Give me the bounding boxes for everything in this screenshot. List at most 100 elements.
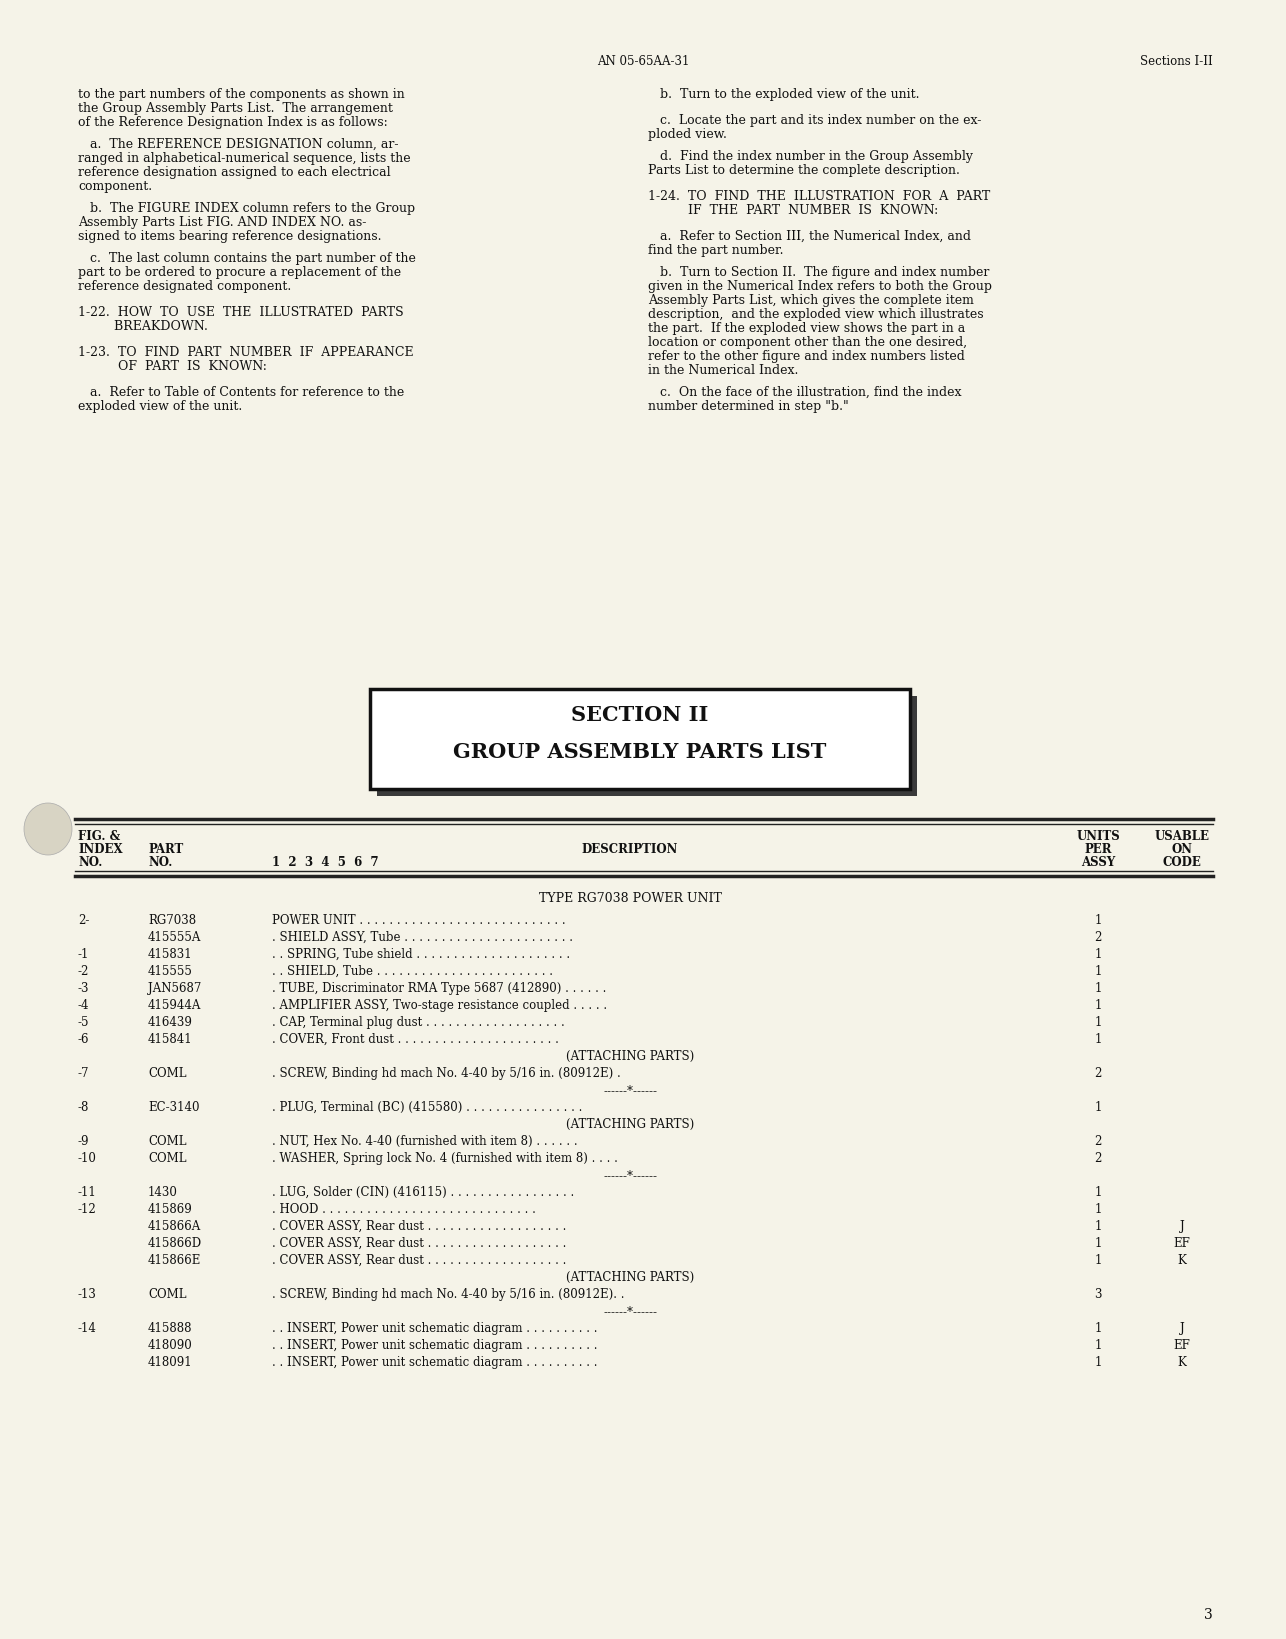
Text: . COVER ASSY, Rear dust . . . . . . . . . . . . . . . . . . .: . COVER ASSY, Rear dust . . . . . . . . … (273, 1219, 566, 1233)
Text: . SCREW, Binding hd mach No. 4-40 by 5/16 in. (80912E) .: . SCREW, Binding hd mach No. 4-40 by 5/1… (273, 1067, 621, 1080)
Bar (377, 697, 917, 797)
Text: ranged in alphabetical-numerical sequence, lists the: ranged in alphabetical-numerical sequenc… (78, 152, 410, 166)
Text: 415944A: 415944A (148, 998, 202, 1011)
Text: Sections I-II: Sections I-II (1141, 56, 1213, 67)
Text: OF  PART  IS  KNOWN:: OF PART IS KNOWN: (78, 361, 267, 372)
Text: . HOOD . . . . . . . . . . . . . . . . . . . . . . . . . . . . .: . HOOD . . . . . . . . . . . . . . . . .… (273, 1203, 536, 1214)
Text: EF: EF (1174, 1236, 1191, 1249)
Text: ------*------: ------*------ (603, 1305, 657, 1318)
Text: 1: 1 (1094, 1236, 1102, 1249)
Text: 2-: 2- (78, 913, 89, 926)
Text: refer to the other figure and index numbers listed: refer to the other figure and index numb… (648, 349, 964, 362)
Text: . LUG, Solder (CIN) (416115) . . . . . . . . . . . . . . . . .: . LUG, Solder (CIN) (416115) . . . . . .… (273, 1185, 575, 1198)
Text: K: K (1178, 1355, 1187, 1369)
Text: 1: 1 (1094, 947, 1102, 960)
Text: . . INSERT, Power unit schematic diagram . . . . . . . . . .: . . INSERT, Power unit schematic diagram… (273, 1337, 598, 1351)
Text: -10: -10 (78, 1151, 96, 1164)
Text: Assembly Parts List FIG. AND INDEX NO. as-: Assembly Parts List FIG. AND INDEX NO. a… (78, 216, 367, 229)
Text: 1: 1 (1094, 964, 1102, 977)
Text: UNITS: UNITS (1076, 829, 1120, 842)
Text: find the part number.: find the part number. (648, 244, 783, 257)
Text: 2: 2 (1094, 1151, 1102, 1164)
Text: 2: 2 (1094, 931, 1102, 944)
Text: 415888: 415888 (148, 1321, 193, 1334)
Text: . COVER ASSY, Rear dust . . . . . . . . . . . . . . . . . . .: . COVER ASSY, Rear dust . . . . . . . . … (273, 1236, 566, 1249)
Text: 415866D: 415866D (148, 1236, 202, 1249)
Text: part to be ordered to procure a replacement of the: part to be ordered to procure a replacem… (78, 266, 401, 279)
Text: -8: -8 (78, 1100, 89, 1113)
Text: in the Numerical Index.: in the Numerical Index. (648, 364, 799, 377)
Text: 415555A: 415555A (148, 931, 202, 944)
Text: . SCREW, Binding hd mach No. 4-40 by 5/16 in. (80912E). .: . SCREW, Binding hd mach No. 4-40 by 5/1… (273, 1287, 625, 1300)
Text: J: J (1179, 1321, 1184, 1334)
Text: FIG. &: FIG. & (78, 829, 121, 842)
Text: -1: -1 (78, 947, 89, 960)
Text: -9: -9 (78, 1134, 90, 1147)
Text: 418091: 418091 (148, 1355, 193, 1369)
Bar (370, 690, 910, 790)
Text: . WASHER, Spring lock No. 4 (furnished with item 8) . . . .: . WASHER, Spring lock No. 4 (furnished w… (273, 1151, 617, 1164)
Text: 1: 1 (1094, 1337, 1102, 1351)
Text: the Group Assembly Parts List.  The arrangement: the Group Assembly Parts List. The arran… (78, 102, 394, 115)
Text: 415869: 415869 (148, 1203, 193, 1214)
Text: -7: -7 (78, 1067, 90, 1080)
Text: 415866E: 415866E (148, 1254, 202, 1267)
Text: b.  Turn to Section II.  The figure and index number: b. Turn to Section II. The figure and in… (648, 266, 989, 279)
Text: location or component other than the one desired,: location or component other than the one… (648, 336, 967, 349)
Text: 1: 1 (1094, 1033, 1102, 1046)
Text: . PLUG, Terminal (BC) (415580) . . . . . . . . . . . . . . . .: . PLUG, Terminal (BC) (415580) . . . . .… (273, 1100, 583, 1113)
Text: AN 05-65AA-31: AN 05-65AA-31 (597, 56, 689, 67)
Text: NO.: NO. (78, 856, 103, 869)
Text: . CAP, Terminal plug dust . . . . . . . . . . . . . . . . . . .: . CAP, Terminal plug dust . . . . . . . … (273, 1016, 565, 1028)
Text: K: K (1178, 1254, 1187, 1267)
Text: 415866A: 415866A (148, 1219, 201, 1233)
Text: . SHIELD ASSY, Tube . . . . . . . . . . . . . . . . . . . . . . .: . SHIELD ASSY, Tube . . . . . . . . . . … (273, 931, 574, 944)
Text: 1-22.  HOW  TO  USE  THE  ILLUSTRATED  PARTS: 1-22. HOW TO USE THE ILLUSTRATED PARTS (78, 306, 404, 320)
Text: PART: PART (148, 842, 183, 856)
Text: EC-3140: EC-3140 (148, 1100, 199, 1113)
Text: signed to items bearing reference designations.: signed to items bearing reference design… (78, 229, 382, 243)
Text: -6: -6 (78, 1033, 90, 1046)
Text: CODE: CODE (1163, 856, 1201, 869)
Text: reference designation assigned to each electrical: reference designation assigned to each e… (78, 166, 391, 179)
Text: . COVER, Front dust . . . . . . . . . . . . . . . . . . . . . .: . COVER, Front dust . . . . . . . . . . … (273, 1033, 559, 1046)
Text: ploded view.: ploded view. (648, 128, 727, 141)
Text: ASSY: ASSY (1080, 856, 1115, 869)
Text: 1: 1 (1094, 982, 1102, 995)
Text: (ATTACHING PARTS): (ATTACHING PARTS) (566, 1270, 694, 1283)
Text: BREAKDOWN.: BREAKDOWN. (78, 320, 208, 333)
Text: . TUBE, Discriminator RMA Type 5687 (412890) . . . . . .: . TUBE, Discriminator RMA Type 5687 (412… (273, 982, 607, 995)
Text: 1: 1 (1094, 998, 1102, 1011)
Text: . NUT, Hex No. 4-40 (furnished with item 8) . . . . . .: . NUT, Hex No. 4-40 (furnished with item… (273, 1134, 577, 1147)
Text: a.  Refer to Section III, the Numerical Index, and: a. Refer to Section III, the Numerical I… (648, 229, 971, 243)
Text: 1  2  3  4  5  6  7: 1 2 3 4 5 6 7 (273, 856, 378, 869)
Text: -11: -11 (78, 1185, 96, 1198)
Text: b.  The FIGURE INDEX column refers to the Group: b. The FIGURE INDEX column refers to the… (78, 202, 415, 215)
Text: GROUP ASSEMBLY PARTS LIST: GROUP ASSEMBLY PARTS LIST (453, 741, 827, 762)
Text: 1: 1 (1094, 1219, 1102, 1233)
Text: 3: 3 (1094, 1287, 1102, 1300)
Text: RG7038: RG7038 (148, 913, 197, 926)
Text: ON: ON (1172, 842, 1192, 856)
Text: 1: 1 (1094, 913, 1102, 926)
Text: b.  Turn to the exploded view of the unit.: b. Turn to the exploded view of the unit… (648, 89, 919, 102)
Text: 2: 2 (1094, 1134, 1102, 1147)
Text: reference designated component.: reference designated component. (78, 280, 291, 293)
Text: POWER UNIT . . . . . . . . . . . . . . . . . . . . . . . . . . . .: POWER UNIT . . . . . . . . . . . . . . .… (273, 913, 566, 926)
Text: description,  and the exploded view which illustrates: description, and the exploded view which… (648, 308, 984, 321)
Text: (ATTACHING PARTS): (ATTACHING PARTS) (566, 1118, 694, 1131)
Text: J: J (1179, 1219, 1184, 1233)
Text: -4: -4 (78, 998, 90, 1011)
Text: -3: -3 (78, 982, 90, 995)
Text: Parts List to determine the complete description.: Parts List to determine the complete des… (648, 164, 959, 177)
Text: ------*------: ------*------ (603, 1169, 657, 1182)
Text: EF: EF (1174, 1337, 1191, 1351)
Text: of the Reference Designation Index is as follows:: of the Reference Designation Index is as… (78, 116, 388, 129)
Text: 2: 2 (1094, 1067, 1102, 1080)
Text: 1: 1 (1094, 1321, 1102, 1334)
Text: SECTION II: SECTION II (571, 705, 709, 724)
Text: 1: 1 (1094, 1203, 1102, 1214)
Text: given in the Numerical Index refers to both the Group: given in the Numerical Index refers to b… (648, 280, 992, 293)
Text: COML: COML (148, 1067, 186, 1080)
Text: a.  The REFERENCE DESIGNATION column, ar-: a. The REFERENCE DESIGNATION column, ar- (78, 138, 399, 151)
